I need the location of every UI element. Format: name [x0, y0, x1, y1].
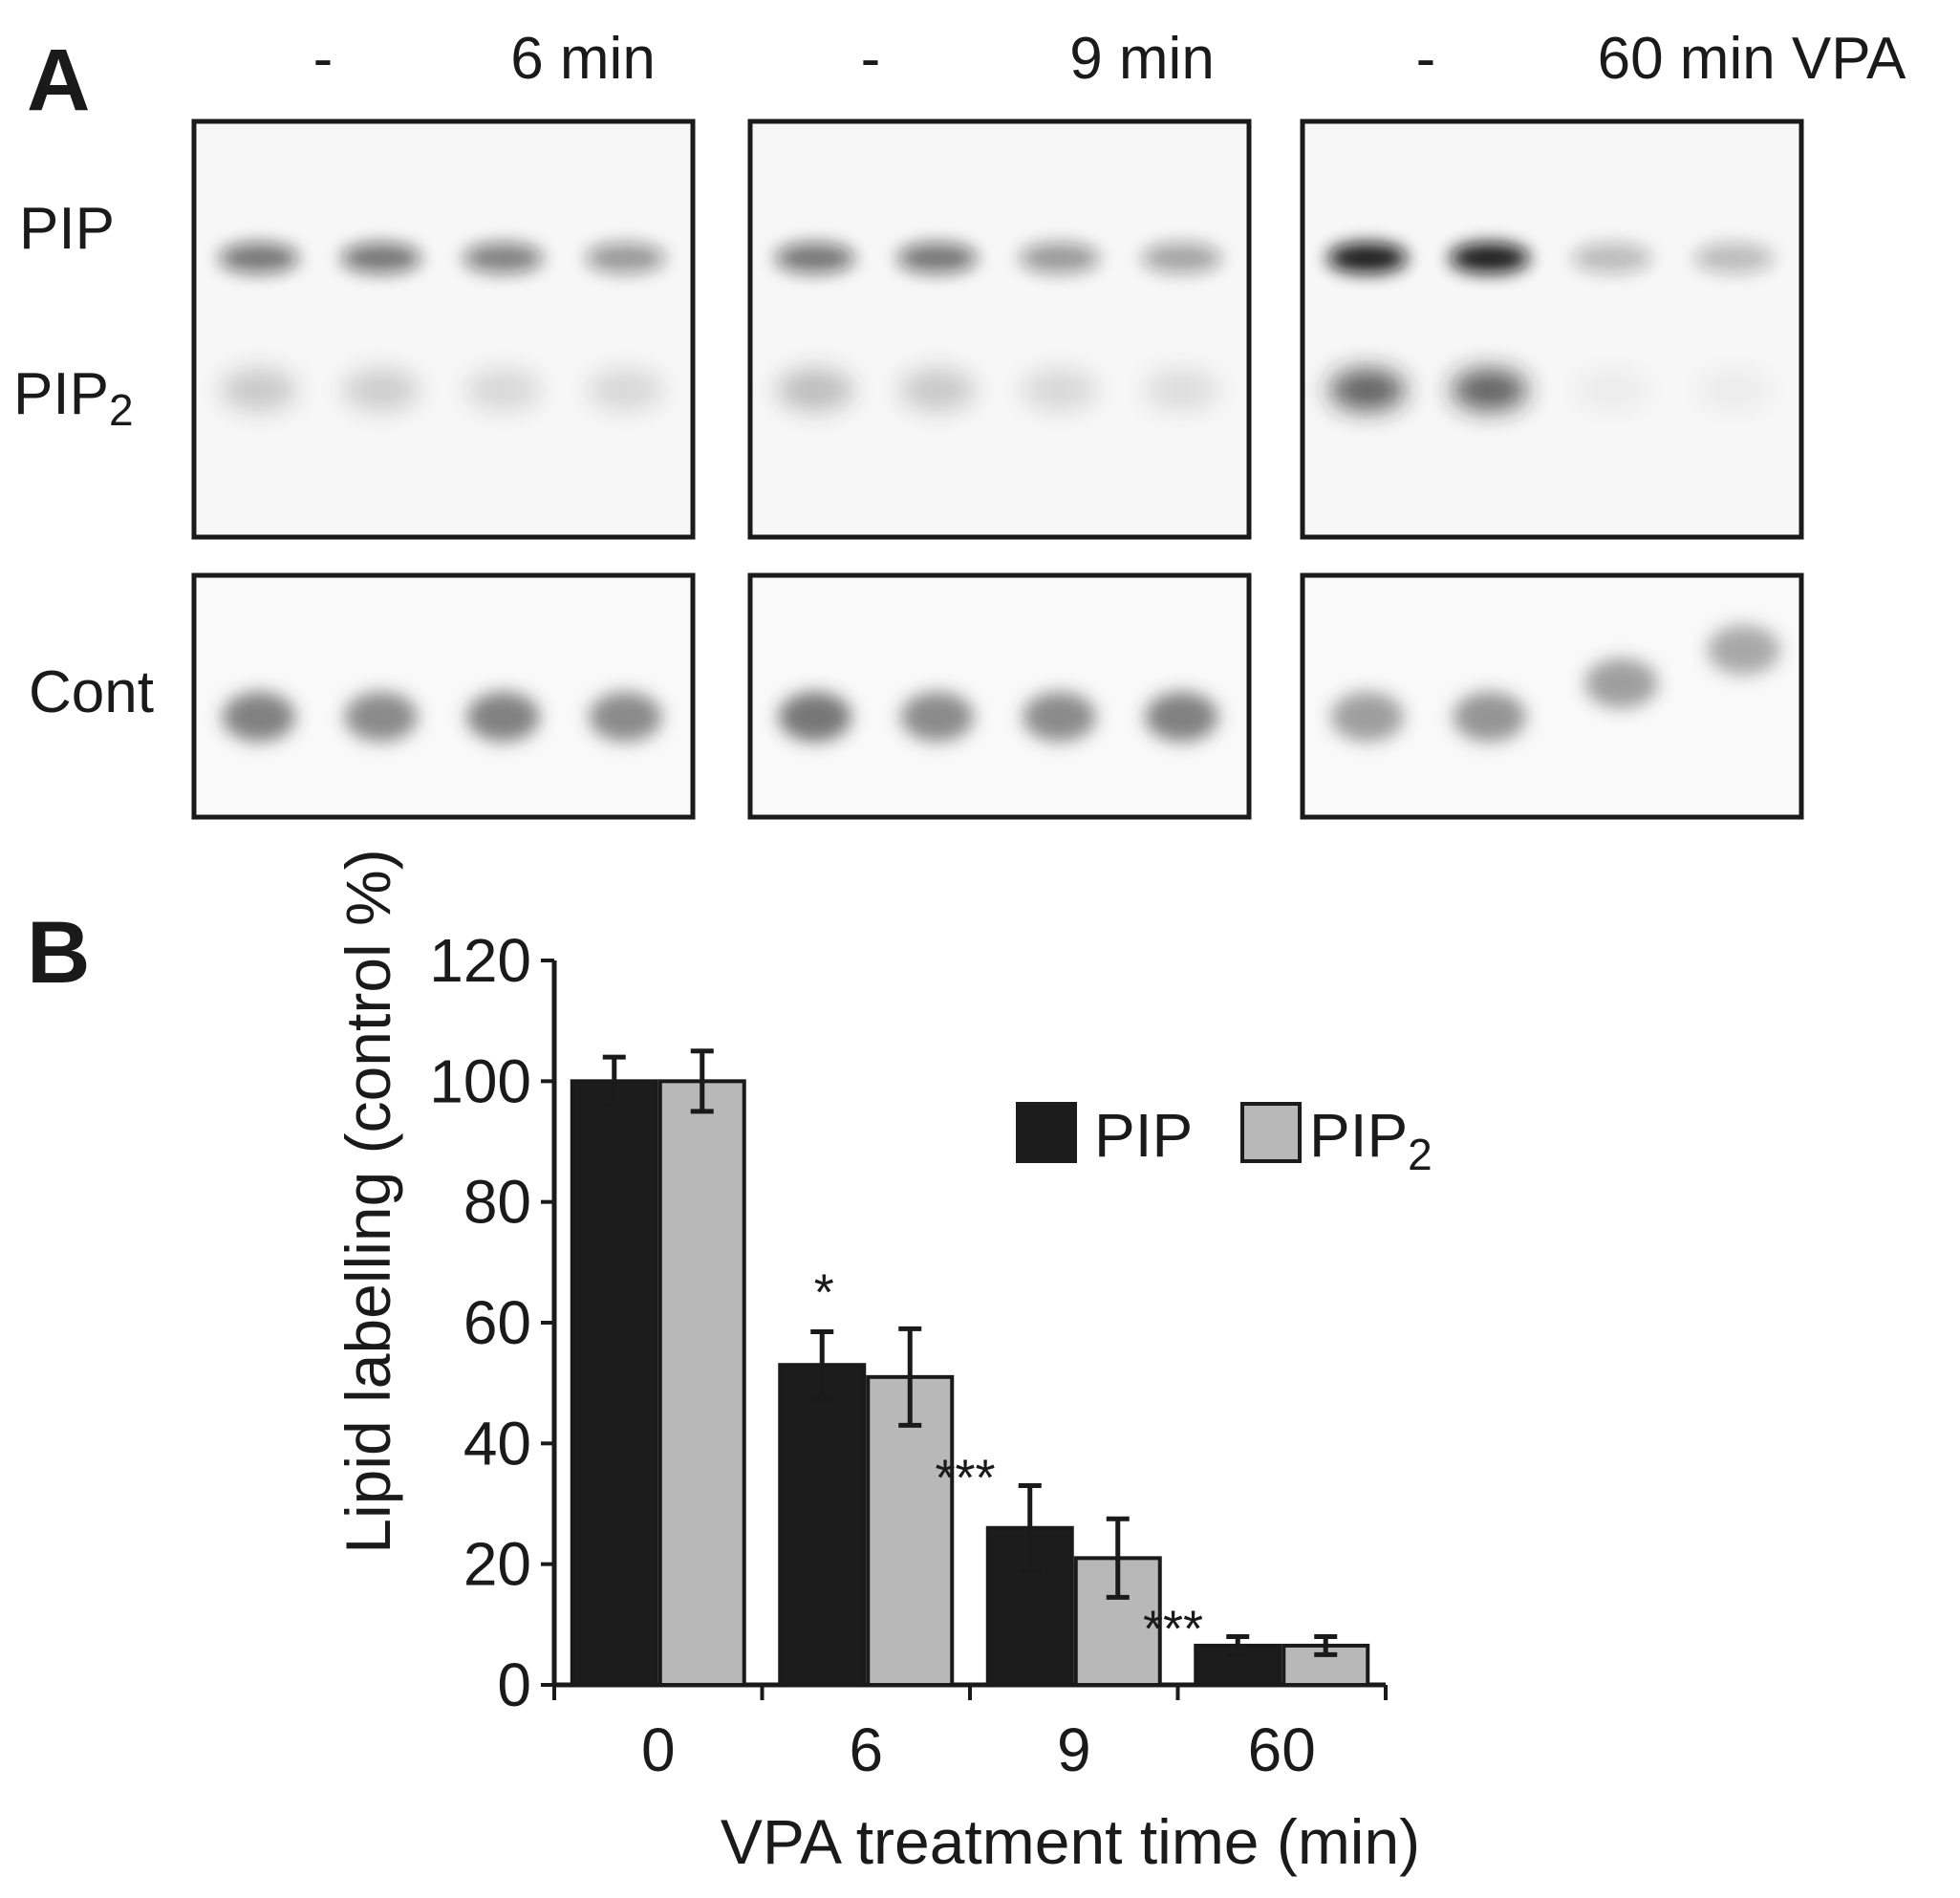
- band-pip2: [464, 369, 542, 411]
- blot-box-upper: [1300, 119, 1804, 540]
- group-1-control-label: -: [313, 26, 334, 92]
- band-control: [589, 692, 662, 742]
- significance-marker: ***: [935, 1450, 995, 1507]
- group-3-control-label: -: [1416, 26, 1436, 92]
- panel-a: A - 6 min - 9 min - 60 min VPA PIP PIP2 …: [13, 26, 1906, 820]
- band-control: [466, 692, 540, 742]
- legend-swatch-pip2: [1240, 1102, 1302, 1163]
- panel-a-letter: A: [27, 32, 90, 129]
- band-pip2: [1021, 369, 1098, 411]
- legend-label-pip2-subscript: 2: [1408, 1130, 1432, 1179]
- y-axis-title: Lipid labelling (control %): [333, 849, 403, 1553]
- y-tick-label: 120: [429, 926, 531, 995]
- band-pip: [1141, 243, 1222, 273]
- bar: [866, 1374, 955, 1687]
- legend-label-pip: PIP: [1094, 1101, 1193, 1170]
- band-pip2: [1143, 369, 1220, 411]
- band-control: [1023, 692, 1096, 742]
- bar: [778, 1363, 867, 1687]
- significance-marker: *: [814, 1263, 834, 1321]
- bar: [657, 1079, 746, 1688]
- y-tick-label: 80: [463, 1168, 531, 1237]
- band-pip2: [1328, 369, 1406, 411]
- band-pip2: [1573, 369, 1650, 411]
- row-label-pip2-subscript: 2: [109, 385, 134, 435]
- x-tick-label: 6: [849, 1715, 883, 1784]
- group-2-control-label: -: [861, 26, 881, 92]
- row-label-pip2: PIP2: [13, 361, 134, 435]
- band-pip2: [587, 369, 664, 411]
- band-control: [900, 692, 974, 742]
- band-pip: [1571, 243, 1652, 273]
- y-tick-label: 100: [429, 1046, 531, 1115]
- band-pip: [340, 243, 421, 273]
- band-control: [1453, 692, 1526, 742]
- bar-chart: 0 20 40 60 80 100 120 0 6 * 9 *** 60 ***: [429, 926, 1388, 1784]
- x-axis-title: VPA treatment time (min): [721, 1806, 1420, 1877]
- group-3-treatment-label: 60 min VPA: [1598, 26, 1906, 92]
- band-control: [778, 692, 851, 742]
- band-pip2: [342, 369, 420, 411]
- band-control: [1145, 692, 1218, 742]
- x-tick-label: 9: [1057, 1715, 1091, 1784]
- group-1-treatment-label: 6 min: [510, 26, 656, 92]
- y-tick-label: 60: [463, 1288, 531, 1357]
- y-tick-label: 0: [497, 1650, 531, 1719]
- legend-swatch-pip: [1016, 1102, 1077, 1163]
- blot-box-upper: [191, 119, 696, 540]
- y-tick-label: 20: [463, 1530, 531, 1599]
- row-label-cont: Cont: [29, 659, 154, 725]
- band-pip: [463, 243, 544, 273]
- significance-marker: ***: [1143, 1600, 1203, 1657]
- band-control: [1584, 658, 1658, 708]
- band-control: [1707, 625, 1780, 675]
- band-pip2: [776, 369, 853, 411]
- row-label-pip2-main: PIP: [13, 361, 109, 427]
- blot-box-upper: [747, 119, 1252, 540]
- band-control: [1330, 692, 1404, 742]
- band-pip: [1449, 243, 1530, 273]
- x-tick-label: 60: [1248, 1715, 1316, 1784]
- band-pip: [774, 243, 855, 273]
- band-pip: [218, 243, 299, 273]
- band-pip2: [1695, 369, 1773, 411]
- y-tick-label: 40: [463, 1409, 531, 1477]
- panel-b-letter: B: [27, 904, 90, 1002]
- bar: [570, 1079, 658, 1688]
- panel-b: B Lipid labelling (control %) VPA treatm…: [27, 849, 1432, 1877]
- x-tick-label: 0: [641, 1715, 676, 1784]
- band-pip: [1326, 243, 1408, 273]
- band-control: [222, 692, 295, 742]
- lane-header: - 6 min - 9 min - 60 min VPA: [313, 26, 1906, 92]
- group-2-treatment-label: 9 min: [1069, 26, 1215, 92]
- blot-images: [191, 119, 1804, 820]
- band-pip: [585, 243, 666, 273]
- band-pip: [1693, 243, 1775, 273]
- band-pip2: [220, 369, 297, 411]
- legend-label-pip2-main: PIP: [1309, 1101, 1408, 1170]
- band-pip2: [1451, 369, 1528, 411]
- band-pip: [896, 243, 978, 273]
- row-label-pip: PIP: [19, 196, 115, 262]
- legend-label-pip2: PIP2: [1309, 1101, 1432, 1179]
- band-control: [344, 692, 418, 742]
- band-pip2: [898, 369, 976, 411]
- legend: PIP PIP2: [1016, 1101, 1432, 1179]
- band-pip: [1019, 243, 1100, 273]
